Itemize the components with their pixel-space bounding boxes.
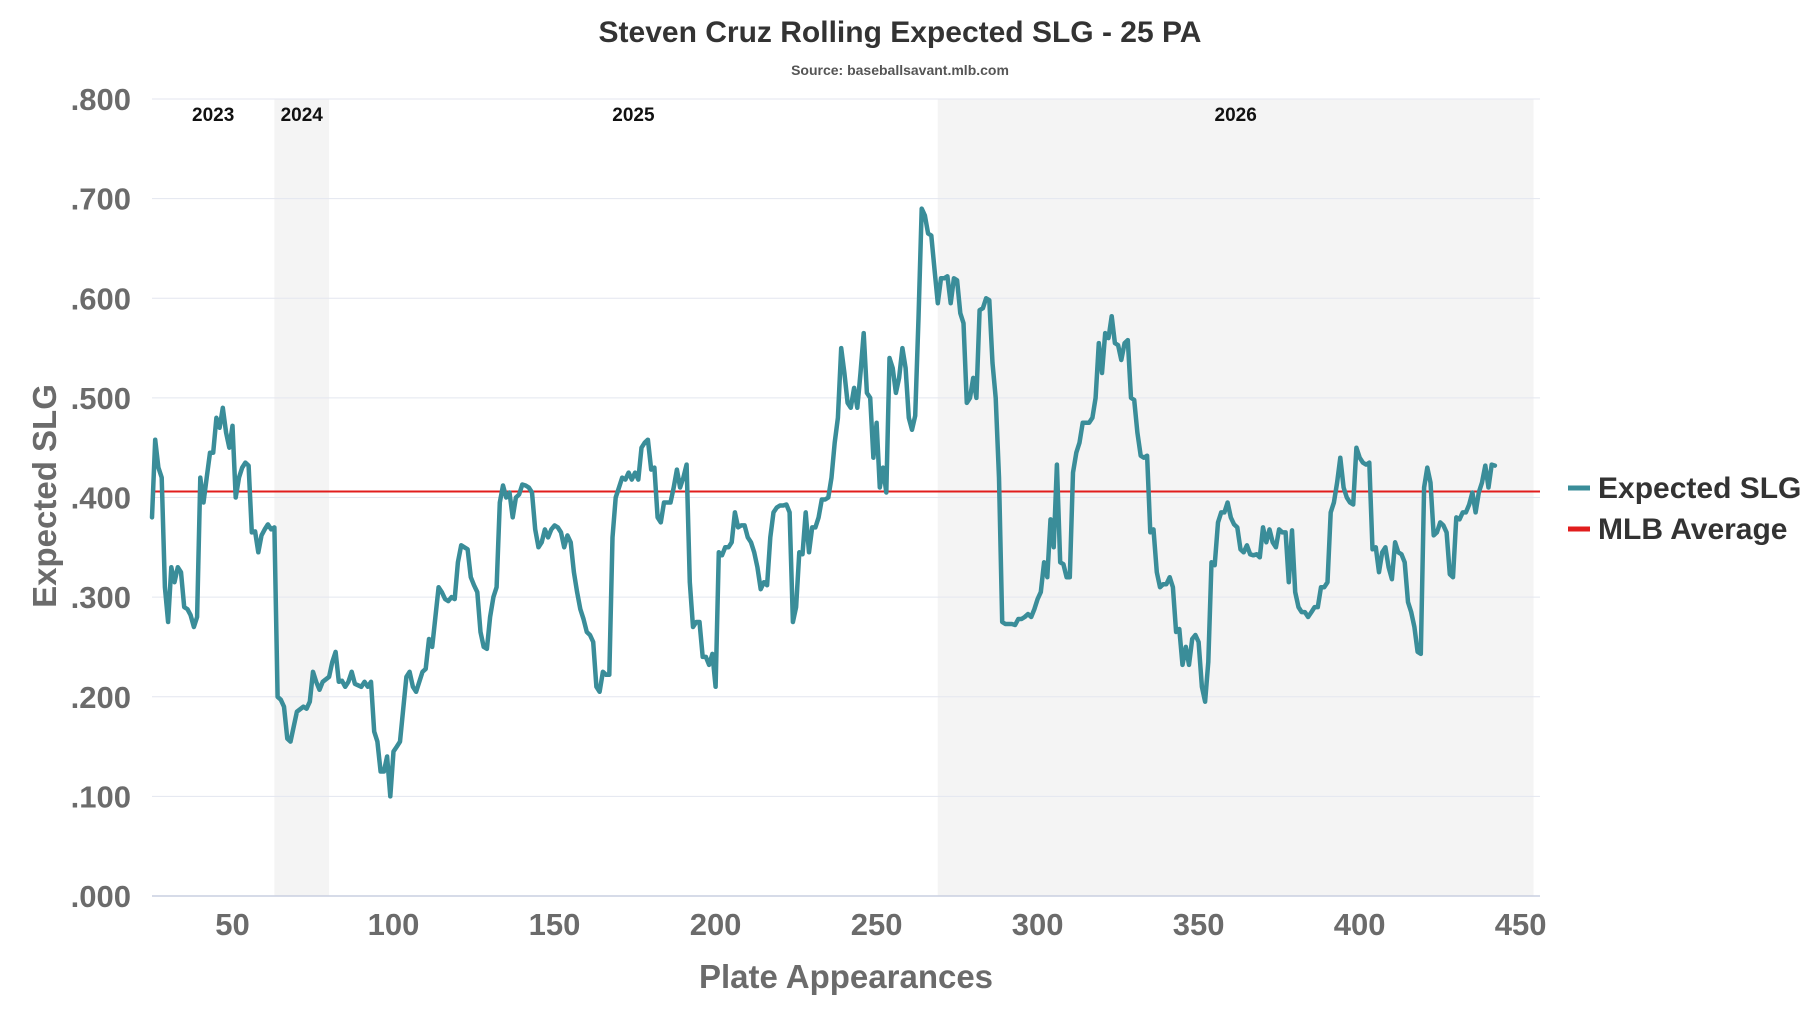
- y-tick-label: .100: [71, 779, 131, 814]
- x-tick-label: 50: [215, 907, 249, 942]
- x-axis-label: Plate Appearances: [699, 958, 993, 995]
- x-axis-ticks: 50 100 150 200 250 300 350 400 450: [215, 907, 1546, 942]
- y-tick-label: .500: [71, 381, 131, 416]
- chart-subtitle: Source: baseballsavant.mlb.com: [791, 62, 1009, 78]
- season-label-2024: 2024: [281, 105, 324, 126]
- season-label-2026: 2026: [1215, 105, 1257, 126]
- x-tick-label: 200: [690, 907, 742, 942]
- y-axis-ticks: .000 .100 .200 .300 .400 .500 .600 .700 .800: [71, 82, 131, 914]
- x-tick-label: 150: [529, 907, 581, 942]
- season-labels: 2023 2024 2025 2026: [192, 105, 1257, 126]
- gridlines: [152, 98, 1540, 797]
- y-tick-label: .800: [71, 82, 131, 117]
- y-axis-label: Expected SLG: [26, 384, 63, 608]
- season-label-2023: 2023: [192, 105, 234, 126]
- x-tick-label: 250: [851, 907, 903, 942]
- series-group: [149, 206, 1498, 799]
- x-tick-label: 450: [1495, 907, 1547, 942]
- y-tick-label: .400: [71, 481, 131, 516]
- legend-label-expected-slg: Expected SLG: [1598, 472, 1800, 505]
- x-tick-label: 350: [1173, 907, 1225, 942]
- y-tick-label: .300: [71, 580, 131, 615]
- legend: Expected SLG MLB Average: [1568, 472, 1800, 546]
- y-tick-label: .700: [71, 182, 131, 217]
- y-tick-label: .600: [71, 281, 131, 316]
- x-tick-label: 100: [368, 907, 420, 942]
- x-tick-label: 400: [1334, 907, 1386, 942]
- chart-title: Steven Cruz Rolling Expected SLG - 25 PA: [599, 16, 1202, 49]
- y-tick-label: .000: [71, 879, 131, 914]
- series-line-expected-slg: [149, 206, 1498, 799]
- season-label-2025: 2025: [612, 105, 655, 126]
- y-tick-label: .200: [71, 680, 131, 715]
- legend-label-mlb-average: MLB Average: [1598, 513, 1788, 546]
- x-tick-label: 300: [1012, 907, 1064, 942]
